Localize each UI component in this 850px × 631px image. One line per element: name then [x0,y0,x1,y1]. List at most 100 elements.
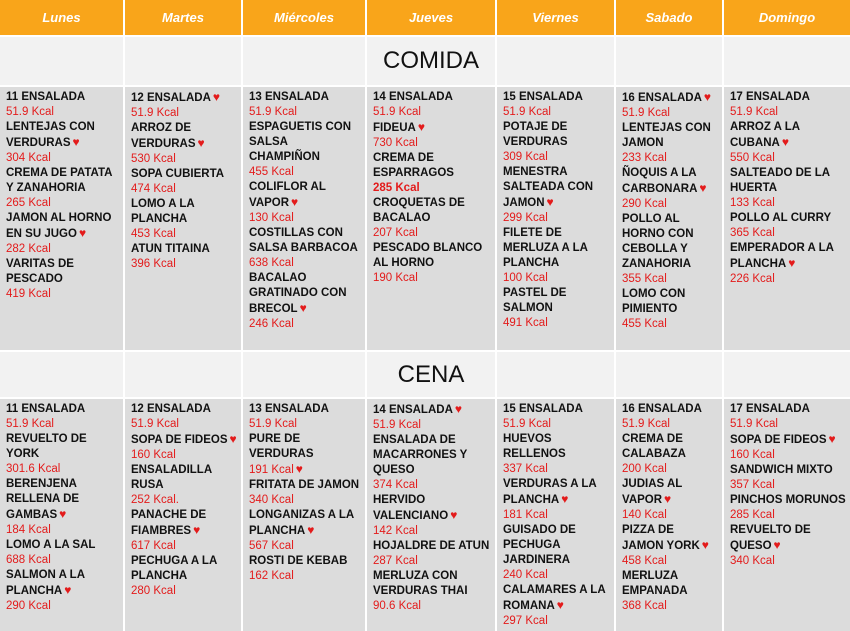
kcal-text: 51.9 Kcal [249,106,297,118]
dish-name: SOPA DE FIDEOS ♥ [730,432,846,448]
dish-name: MERLUZA CON VERDURAS THAI [373,569,491,599]
dish-name: ENSALADILLA RUSA [131,463,237,493]
dish-text: PIZZA DE JAMON YORK [622,524,700,552]
heart-icon: ♥ [212,90,221,104]
heart-icon: ♥ [193,523,201,537]
dish-text: LOMO A LA SAL [6,539,96,551]
kcal: 51.9 Kcal [622,417,718,432]
kcal-text: 458 Kcal [622,555,667,567]
dish-name: 16 ENSALADA [622,402,718,417]
dish-name: PANACHE DE FIAMBRES ♥ [131,508,237,539]
dish-text: PASTEL DE SALMON [503,287,567,314]
heart-icon: ♥ [72,135,80,149]
day-cell: 16 ENSALADA ♥ 51.9 Kcal LENTEJAS CON JAMON 2… [616,87,722,350]
dish-text: 17 ENSALADA [730,403,810,415]
kcal: 297 Kcal [503,614,610,629]
dish-name: PURE DE VERDURAS [249,432,361,462]
day-header: Lunes [0,0,123,35]
dish-name: LOMO A LA PLANCHA [131,197,237,227]
dish-text: ROSTI DE KEBAB [249,555,348,567]
kcal-text: 51.9 Kcal [131,418,179,430]
dish-text: 14 ENSALADA [373,404,453,416]
dish-name: REVUELTO DE YORK [6,432,119,462]
kcal-text: 240 Kcal [503,569,548,581]
dish-name: CREMA DE PATATA Y ZANAHORIA [6,166,119,196]
kcal-text: 340 Kcal [730,555,775,567]
heart-icon: ♥ [699,181,707,195]
dish-name: BACALAO GRATINADO CON BRECOL ♥ [249,271,361,317]
dish-text: 11 ENSALADA [6,403,86,415]
dish-name: PESCADO BLANCO AL HORNO [373,241,491,271]
dish-text: ENSALADA DE MACARRONES Y QUESO [373,434,468,476]
kcal-text: 368 Kcal [622,600,667,612]
day-header: Martes [125,0,241,35]
dish-name: ENSALADA DE MACARRONES Y QUESO [373,433,491,478]
kcal-text: 140 Kcal [622,509,667,521]
title-cell [0,37,123,85]
kcal-text: 290 Kcal [6,600,51,612]
day-cell: 12 ENSALADA ♥ 51.9 Kcal ARROZ DE VERDURAS ♥ 5… [125,87,241,350]
kcal-text: 301.6 Kcal [6,463,61,475]
dish-text: SOPA CUBIERTA [131,168,225,180]
dish-name: 13 ENSALADA [249,90,361,105]
dish-name: LENTEJAS CON VERDURAS ♥ [6,120,119,151]
heart-icon: ♥ [295,462,303,476]
dish-name: SOPA CUBIERTA [131,167,237,182]
kcal: 617 Kcal [131,539,237,554]
dish-text: ATUN TITAINA [131,243,210,255]
dish-text: SALTEADO DE LA HUERTA [730,167,830,194]
kcal: 51.9 Kcal [131,106,237,121]
kcal: 200 Kcal [622,462,718,477]
kcal-text: 297 Kcal [503,615,548,627]
day-header: Jueves [367,0,495,35]
dish-text: ARROZ DE VERDURAS [131,122,196,150]
heart-icon: ♥ [229,432,237,446]
kcal-text: 51.9 Kcal [6,106,54,118]
heart-icon: ♥ [454,402,463,416]
dish-text: HOJALDRE DE ATUN [373,540,490,552]
kcal: 301.6 Kcal [6,462,119,477]
dish-text: BERENJENA RELLENA DE GAMBAS [6,478,80,521]
kcal-text: 567 Kcal [249,540,294,552]
heart-icon: ♥ [64,583,72,597]
dish-name: VERDURAS A LA PLANCHA ♥ [503,477,610,508]
dish-name: GUISADO DE PECHUGA JARDINERA [503,523,610,568]
title-cell [243,37,365,85]
kcal-text: 142 Kcal [373,525,418,537]
kcal-text: 207 Kcal [373,227,418,239]
kcal-text: 688 Kcal [6,554,51,566]
kcal: 240 Kcal [503,568,610,583]
dish-name: JUDIAS AL VAPOR ♥ [622,477,718,508]
dish-name: SANDWICH MIXTO [730,463,846,478]
title-cell [0,352,123,397]
dish-text: HUEVOS RELLENOS [503,433,566,460]
kcal-text: 304 Kcal [6,152,51,164]
dish-text: CREMA DE PATATA Y ZANAHORIA [6,167,113,194]
kcal: 100 Kcal [503,271,610,286]
kcal-text: 246 Kcal [249,318,294,330]
day-header: Sabado [616,0,722,35]
kcal: 474 Kcal [131,182,237,197]
kcal: 51.9 Kcal [249,105,361,120]
kcal-text: 233 Kcal [622,152,667,164]
kcal-text: 90.6 Kcal [373,600,421,612]
heart-icon: ♥ [773,538,781,552]
kcal: 226 Kcal [730,272,846,287]
kcal-text: 365 Kcal [730,227,775,239]
kcal: 140 Kcal [622,508,718,523]
kcal-text: 160 Kcal [131,449,176,461]
dish-name: BERENJENA RELLENA DE GAMBAS ♥ [6,477,119,523]
kcal-text: 638 Kcal [249,257,294,269]
dish-name: 15 ENSALADA [503,90,610,105]
day-cell: 12 ENSALADA 51.9 Kcal SOPA DE FIDEOS ♥ 160 K… [125,399,241,631]
day-cell: 13 ENSALADA 51.9 Kcal PURE DE VERDURAS 191 … [243,399,365,631]
dish-text: SOPA DE FIDEOS [730,434,827,446]
dish-name: 14 ENSALADA [373,90,491,105]
kcal-text: 419 Kcal [6,288,51,300]
kcal: 51.9 Kcal [131,417,237,432]
dish-text: GUISADO DE PECHUGA JARDINERA [503,524,576,566]
kcal: 265 Kcal [6,196,119,211]
dish-name: ROSTI DE KEBAB [249,554,361,569]
